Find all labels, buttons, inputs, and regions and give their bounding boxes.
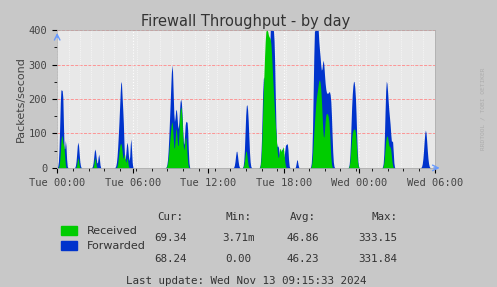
Text: 0.00: 0.00 — [226, 254, 251, 263]
Y-axis label: Packets/second: Packets/second — [16, 56, 26, 142]
Text: Min:: Min: — [226, 212, 251, 222]
Text: 331.84: 331.84 — [358, 254, 397, 263]
Legend: Received, Forwarded: Received, Forwarded — [61, 226, 145, 251]
Text: 3.71m: 3.71m — [222, 233, 254, 243]
Text: 68.24: 68.24 — [154, 254, 187, 263]
Title: Firewall Throughput - by day: Firewall Throughput - by day — [141, 14, 351, 29]
Text: 46.23: 46.23 — [286, 254, 319, 263]
Text: Avg:: Avg: — [290, 212, 316, 222]
Text: Max:: Max: — [371, 212, 397, 222]
Text: Cur:: Cur: — [158, 212, 183, 222]
Text: RRDTOOL / TOBI OETIKER: RRDTOOL / TOBI OETIKER — [481, 68, 486, 150]
Text: 46.86: 46.86 — [286, 233, 319, 243]
Text: Last update: Wed Nov 13 09:15:33 2024: Last update: Wed Nov 13 09:15:33 2024 — [126, 276, 366, 286]
Text: 333.15: 333.15 — [358, 233, 397, 243]
Text: 69.34: 69.34 — [154, 233, 187, 243]
